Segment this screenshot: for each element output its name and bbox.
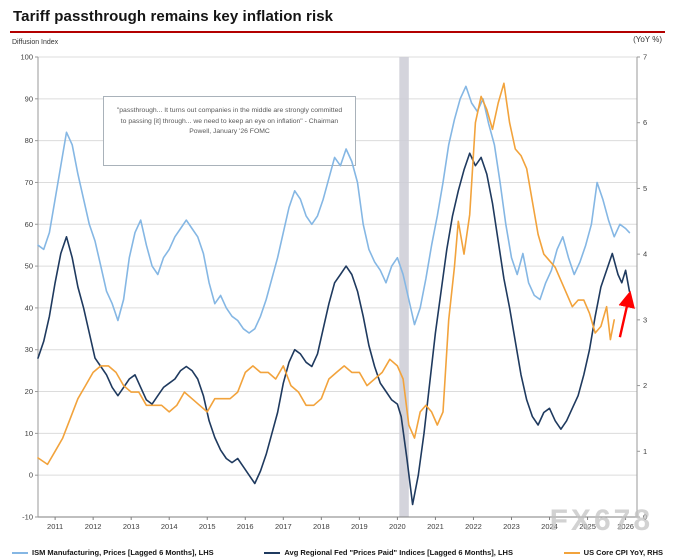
svg-text:2018: 2018 bbox=[313, 522, 330, 531]
svg-text:6: 6 bbox=[643, 118, 647, 127]
svg-text:2015: 2015 bbox=[199, 522, 216, 531]
svg-text:0: 0 bbox=[643, 513, 647, 522]
svg-text:2022: 2022 bbox=[465, 522, 482, 531]
svg-text:2026: 2026 bbox=[617, 522, 634, 531]
svg-text:5: 5 bbox=[643, 184, 647, 193]
svg-text:30: 30 bbox=[25, 345, 33, 354]
legend-swatch bbox=[12, 551, 28, 554]
legend-label: Avg Regional Fed "Prices Paid" Indices [… bbox=[284, 548, 513, 557]
svg-text:2017: 2017 bbox=[275, 522, 292, 531]
svg-text:20: 20 bbox=[25, 387, 33, 396]
svg-text:80: 80 bbox=[25, 136, 33, 145]
svg-text:2011: 2011 bbox=[47, 522, 63, 531]
powell-quote-box: "passthrough... It turns out companies i… bbox=[103, 96, 356, 166]
legend-label: ISM Manufacturing, Prices [Lagged 6 Mont… bbox=[32, 548, 214, 557]
svg-text:4: 4 bbox=[643, 250, 647, 259]
left-axis-unit-label: Diffusion Index bbox=[12, 39, 59, 46]
svg-text:7: 7 bbox=[643, 53, 647, 62]
svg-text:40: 40 bbox=[25, 303, 33, 312]
svg-text:70: 70 bbox=[25, 178, 33, 187]
page-title: Tariff passthrough remains key inflation… bbox=[13, 8, 334, 25]
svg-text:60: 60 bbox=[25, 220, 33, 229]
legend-item: US Core CPI YoY, RHS bbox=[563, 548, 663, 557]
svg-text:2024: 2024 bbox=[541, 522, 558, 531]
legend-item: Avg Regional Fed "Prices Paid" Indices [… bbox=[264, 548, 513, 557]
legend-swatch bbox=[264, 551, 281, 554]
svg-text:100: 100 bbox=[20, 53, 33, 62]
svg-text:2025: 2025 bbox=[579, 522, 596, 531]
svg-text:2013: 2013 bbox=[123, 522, 140, 531]
svg-text:2020: 2020 bbox=[389, 522, 406, 531]
svg-text:2016: 2016 bbox=[237, 522, 254, 531]
legend-item: ISM Manufacturing, Prices [Lagged 6 Mont… bbox=[12, 548, 214, 557]
legend-swatch bbox=[563, 551, 580, 554]
svg-text:2: 2 bbox=[643, 381, 647, 390]
svg-text:2014: 2014 bbox=[161, 522, 178, 531]
svg-text:90: 90 bbox=[25, 94, 33, 103]
svg-text:50: 50 bbox=[25, 262, 33, 271]
svg-text:2012: 2012 bbox=[85, 522, 102, 531]
legend: ISM Manufacturing, Prices [Lagged 6 Mont… bbox=[12, 548, 663, 557]
svg-text:2021: 2021 bbox=[427, 522, 444, 531]
svg-text:-10: -10 bbox=[22, 513, 33, 522]
svg-text:3: 3 bbox=[643, 315, 647, 324]
svg-text:2023: 2023 bbox=[503, 522, 520, 531]
svg-text:10: 10 bbox=[25, 429, 33, 438]
svg-text:1: 1 bbox=[643, 447, 647, 456]
title-accent-rule bbox=[10, 31, 665, 33]
svg-text:2019: 2019 bbox=[351, 522, 368, 531]
legend-label: US Core CPI YoY, RHS bbox=[583, 548, 663, 557]
svg-text:0: 0 bbox=[29, 471, 33, 480]
right-axis-unit-label: (YoY %) bbox=[633, 35, 662, 44]
